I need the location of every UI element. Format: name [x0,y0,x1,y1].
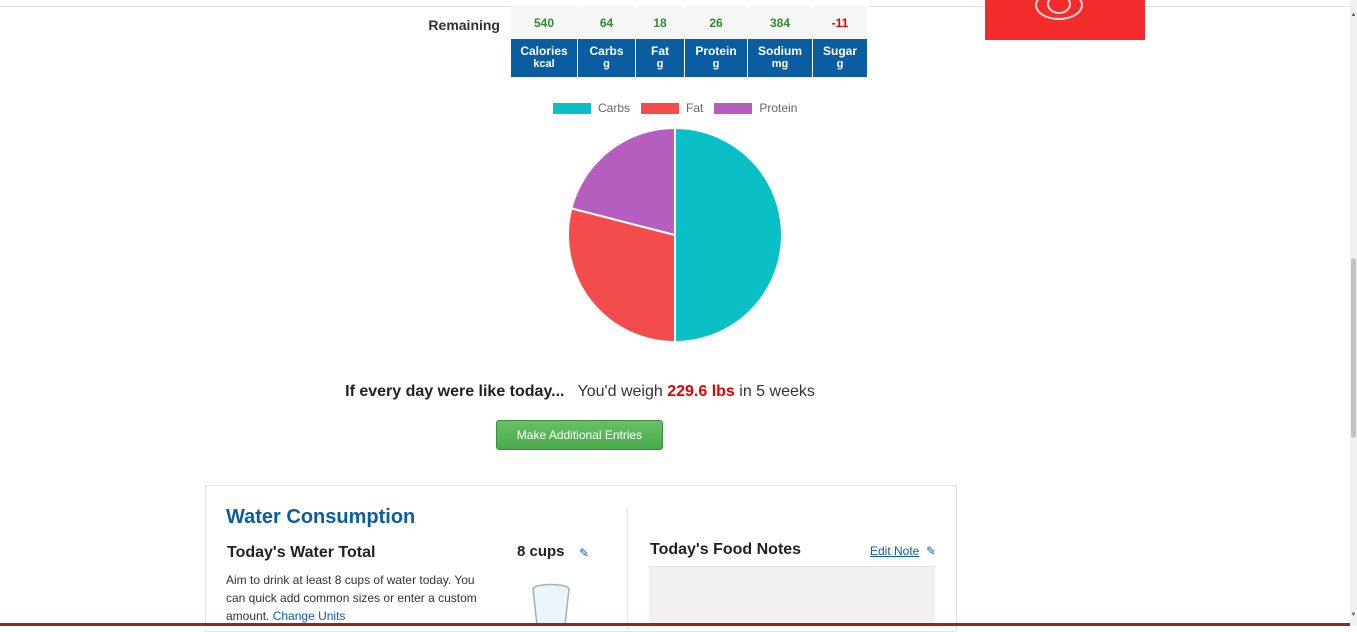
remaining-sodium: 384 [747,6,813,39]
remaining-fat: 18 [635,6,685,39]
weight-post: in 5 weeks [739,383,815,400]
remaining-calories: 540 [511,6,578,39]
make-additional-entries-button[interactable]: Make Additional Entries [496,420,663,450]
legend-swatch-fat [641,102,680,114]
water-consumption-title: Water Consumption [226,506,416,528]
remaining-carbs: 64 [577,6,636,39]
col-protein: Protein g [684,39,748,77]
edit-note-icon[interactable]: ✎ [926,544,937,558]
water-cups: 8 cups [517,543,565,560]
legend-item-protein[interactable]: Protein [714,101,797,115]
weight-pre: You'd weigh [577,383,663,400]
legend-label-carbs: Carbs [598,101,631,115]
legend-label-fat: Fat [686,101,704,115]
weight-value: 229.6 lbs [667,383,735,400]
weight-projection: If every day were like today... You'd we… [0,383,1160,401]
pie-slice-fat[interactable] [567,207,676,344]
change-units-link[interactable]: Change Units [272,609,346,623]
panel-divider [627,506,628,631]
bottom-border [0,623,1350,626]
col-carbs: Carbs g [577,39,636,77]
advertisement[interactable] [985,0,1145,40]
macro-pie-chart [567,126,783,344]
chart-legend: Carbs Fat Protein [553,101,808,115]
water-desc-text: Aim to drink at least 8 cups of water to… [226,573,477,623]
edit-water-icon[interactable]: ✎ [579,546,590,560]
nutrient-header-row: Calories kcal Carbs g Fat g Protein g Sodium… [511,39,868,77]
totals-table: 540 64 18 26 384 -11 Calories kcal Carbs g… [511,6,868,77]
scroll-thumb[interactable] [1351,258,1356,438]
water-total-label: Today's Water Total [227,544,376,561]
food-notes-box[interactable] [649,566,935,627]
food-notes-title: Today's Food Notes [650,541,802,558]
scroll-down-arrow-icon[interactable]: ▼ [1350,612,1357,618]
pie-slice-carbs[interactable] [674,126,783,344]
remaining-sugar: -11 [812,6,868,39]
ad-logo-inner [1047,0,1071,14]
remaining-protein: 26 [684,6,748,39]
water-glass-icon[interactable] [531,583,571,625]
water-panel: Water Consumption Today's Water Total 8 … [205,485,957,632]
col-sodium: Sodium mg [747,39,813,77]
edit-note-link[interactable]: Edit Note [870,544,920,558]
legend-swatch-carbs [553,102,591,114]
col-fat: Fat g [635,39,685,77]
water-description: Aim to drink at least 8 cups of water to… [226,571,484,625]
col-sugar: Sugar g [812,39,868,77]
pie-slice-protein[interactable] [570,126,676,237]
remaining-label: Remaining [428,17,500,33]
legend-swatch-protein [714,102,753,114]
legend-label-protein: Protein [759,101,798,115]
scroll-up-arrow-icon[interactable]: ▲ [1350,12,1357,18]
legend-item-fat[interactable]: Fat [641,101,703,115]
col-calories: Calories kcal [511,39,578,77]
remaining-row: 540 64 18 26 384 -11 [511,6,868,39]
vertical-scrollbar[interactable]: ▲ ▼ [1350,0,1357,626]
legend-item-carbs[interactable]: Carbs [553,101,630,115]
weight-lead: If every day were like today... [345,383,565,400]
